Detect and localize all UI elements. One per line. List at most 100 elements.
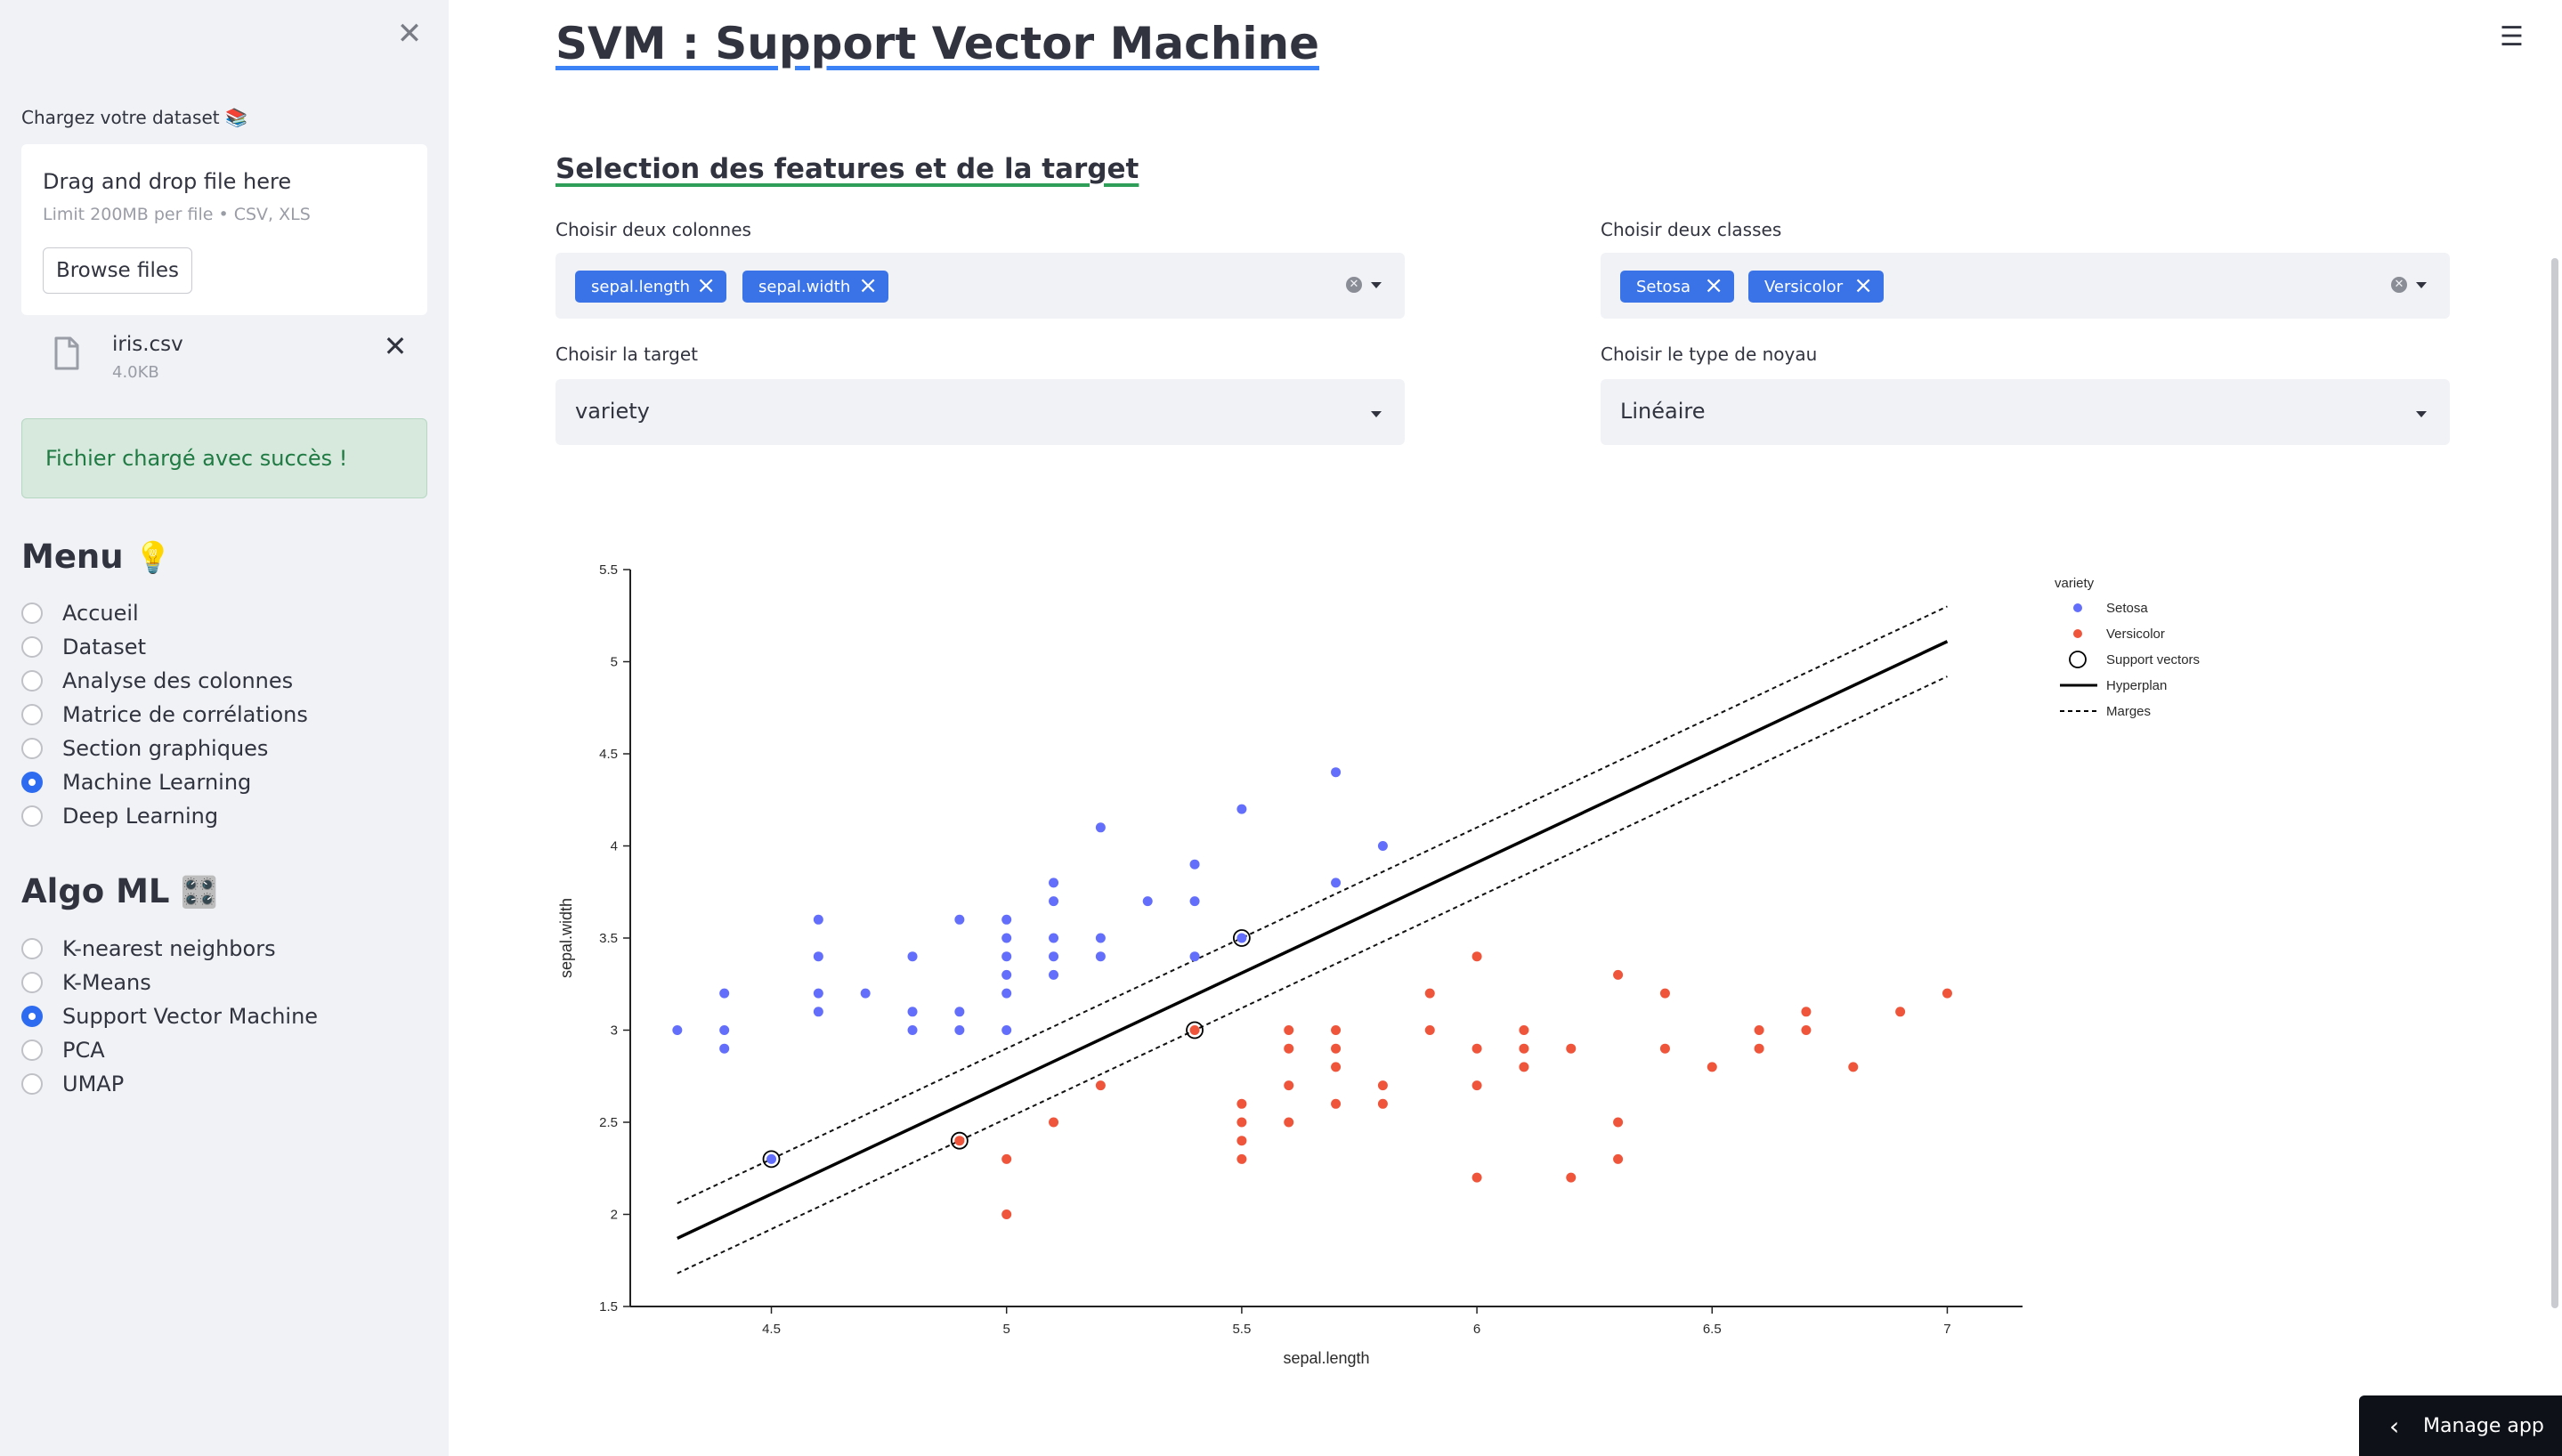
radio-label: Support Vector Machine	[62, 1004, 319, 1029]
support-vector-marker	[762, 1150, 781, 1169]
remove-tag-icon[interactable]: ×	[858, 272, 878, 299]
radio-label: K-nearest neighbors	[62, 936, 276, 961]
margin-line	[677, 605, 1948, 1204]
legend-entry: Marges	[2106, 704, 2151, 719]
setosa-point	[860, 988, 871, 999]
remove-tag-icon[interactable]: ×	[1853, 272, 1873, 299]
radio-button[interactable]	[21, 972, 43, 993]
menu-option-machine-learning[interactable]: Machine Learning	[21, 765, 431, 799]
target-select[interactable]: variety	[555, 379, 1405, 445]
clear-all-icon[interactable]: ✕	[2391, 277, 2407, 293]
chevron-down-icon[interactable]	[2416, 282, 2427, 288]
menu-option-section-graphiques[interactable]: Section graphiques	[21, 732, 431, 765]
radio-button[interactable]	[21, 738, 43, 759]
setosa-point	[672, 1025, 683, 1035]
algo-option-pca[interactable]: PCA	[21, 1033, 431, 1067]
menu-option-dataset[interactable]: Dataset	[21, 630, 431, 664]
file-icon	[53, 336, 80, 374]
chevron-left-icon: ‹	[2389, 1412, 2400, 1441]
radio-button[interactable]	[21, 772, 43, 793]
setosa-point	[719, 988, 730, 999]
support-vector-marker	[950, 1131, 969, 1150]
remove-file-icon[interactable]: ✕	[383, 329, 408, 363]
setosa-point	[1001, 951, 1012, 962]
tag-sepal-width: sepal.width ×	[742, 271, 888, 303]
versicolor-point	[1424, 988, 1435, 999]
versicolor-point	[1331, 1043, 1342, 1054]
versicolor-point	[1613, 1117, 1624, 1128]
remove-tag-icon[interactable]: ×	[1704, 272, 1723, 299]
versicolor-point	[1095, 1080, 1106, 1091]
browse-files-button[interactable]: Browse files	[43, 247, 192, 294]
versicolor-point	[1519, 1062, 1529, 1072]
radio-button[interactable]	[21, 670, 43, 692]
x-tick-label: 4.5	[762, 1322, 781, 1337]
columns-multiselect[interactable]: sepal.length × sepal.width × ✕	[555, 253, 1405, 319]
close-sidebar-icon[interactable]: ✕	[396, 16, 423, 52]
menu-option-analyse-des-colonnes[interactable]: Analyse des colonnes	[21, 664, 431, 698]
radio-button[interactable]	[21, 805, 43, 827]
radio-button[interactable]	[21, 1039, 43, 1061]
versicolor-point	[1895, 1007, 1906, 1017]
file-dropzone[interactable]: Drag and drop file here Limit 200MB per …	[21, 144, 427, 315]
algo-option-umap[interactable]: UMAP	[21, 1067, 431, 1101]
versicolor-point	[1942, 988, 1952, 999]
versicolor-point	[1236, 1117, 1247, 1128]
setosa-point	[1236, 933, 1247, 943]
uploaded-file: iris.csv 4.0KB ✕	[21, 326, 427, 388]
versicolor-point	[1613, 1153, 1624, 1164]
versicolor-point	[1613, 969, 1624, 980]
setosa-point	[1189, 859, 1200, 870]
target-label: Choisir la target	[555, 344, 698, 365]
radio-button[interactable]	[21, 636, 43, 658]
algo-option-k-means[interactable]: K-Means	[21, 966, 431, 999]
radio-button[interactable]	[21, 1073, 43, 1095]
versicolor-point	[1519, 1025, 1529, 1035]
legend-entry: Support vectors	[2106, 652, 2200, 667]
y-tick-label: 2	[611, 1208, 618, 1223]
lightbulb-icon: 💡	[134, 540, 172, 576]
setosa-point	[954, 1007, 965, 1017]
setosa-point	[1001, 1025, 1012, 1035]
margin-line	[677, 675, 1948, 1274]
setosa-point	[1331, 878, 1342, 888]
menu-radio-group: Accueil Dataset Analyse des colonnes Matric…	[21, 596, 431, 833]
chevron-down-icon	[1371, 411, 1382, 417]
menu-option-accueil[interactable]: Accueil	[21, 596, 431, 630]
radio-label: UMAP	[62, 1072, 125, 1096]
versicolor-point	[1236, 1098, 1247, 1109]
setosa-point	[766, 1153, 777, 1164]
hamburger-menu-icon[interactable]: ☰	[2500, 21, 2524, 53]
versicolor-point	[1284, 1025, 1294, 1035]
radio-button[interactable]	[21, 1006, 43, 1027]
menu-option-deep-learning[interactable]: Deep Learning	[21, 799, 431, 833]
versicolor-point	[1566, 1043, 1577, 1054]
columns-label: Choisir deux colonnes	[555, 219, 751, 240]
radio-button[interactable]	[21, 938, 43, 959]
setosa-point	[1049, 933, 1059, 943]
manage-app-button[interactable]: ‹ Manage app	[2359, 1395, 2562, 1456]
radio-label: PCA	[62, 1038, 105, 1063]
setosa-point	[1095, 951, 1106, 962]
clear-all-icon[interactable]: ✕	[1346, 277, 1362, 293]
setosa-point	[907, 1007, 918, 1017]
setosa-point	[1331, 767, 1342, 778]
algo-option-k-nearest-neighbors[interactable]: K-nearest neighbors	[21, 932, 431, 966]
remove-tag-icon[interactable]: ×	[696, 272, 716, 299]
chevron-down-icon[interactable]	[1371, 282, 1382, 288]
radio-button[interactable]	[21, 704, 43, 725]
radio-button[interactable]	[21, 603, 43, 624]
versicolor-point	[1189, 1025, 1200, 1035]
scrollbar[interactable]	[2551, 258, 2558, 1308]
classes-multiselect[interactable]: Setosa × Versicolor × ✕	[1601, 253, 2450, 319]
algo-option-support-vector-machine[interactable]: Support Vector Machine	[21, 999, 431, 1033]
dropzone-limits: Limit 200MB per file • CSV, XLS	[43, 205, 311, 224]
versicolor-point	[1424, 1025, 1435, 1035]
tag-sepal-length: sepal.length ×	[575, 271, 726, 303]
setosa-point	[1049, 969, 1059, 980]
kernel-select[interactable]: Linéaire	[1601, 379, 2450, 445]
y-tick-label: 3.5	[599, 931, 618, 946]
tag-versicolor: Versicolor ×	[1748, 271, 1884, 303]
kernel-label: Choisir le type de noyau	[1601, 344, 1818, 365]
menu-option-matrice-de-corr-lations[interactable]: Matrice de corrélations	[21, 698, 431, 732]
